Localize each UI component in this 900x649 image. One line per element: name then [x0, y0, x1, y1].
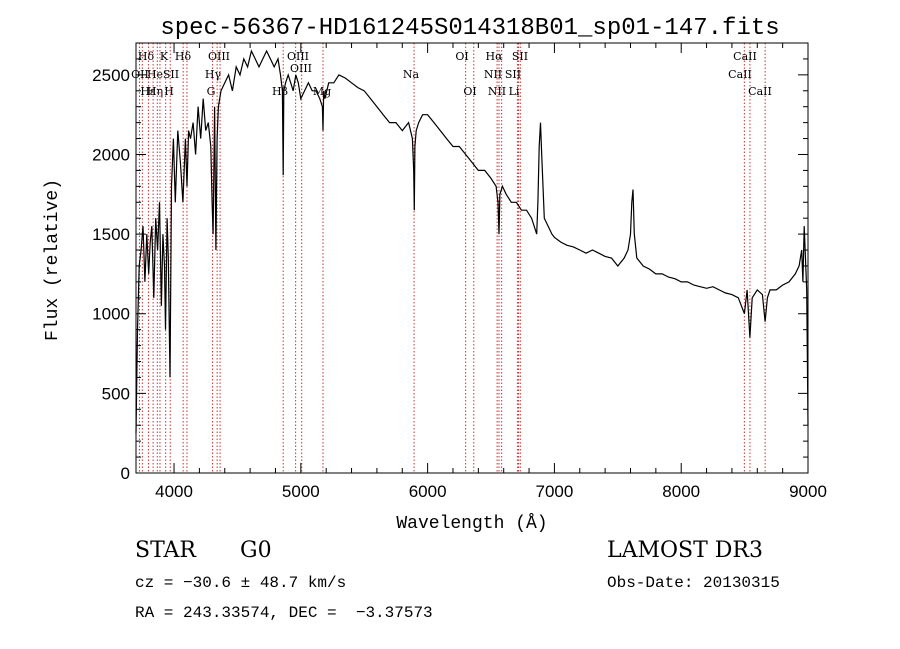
line-id-label: G	[207, 85, 216, 98]
line-id-label: OIII	[287, 50, 309, 63]
line-id-label: H	[164, 85, 174, 98]
line-id-label: CaII	[748, 85, 772, 98]
line-id-label: SII	[512, 50, 528, 63]
x-tick-label: 4000	[155, 482, 193, 501]
spectral-subclass: G0	[240, 538, 272, 563]
y-tick-label: 1000	[92, 305, 130, 324]
line-id-label: SII	[505, 68, 521, 81]
line-id-label: K	[160, 50, 169, 63]
line-id-label: Hβ	[272, 85, 288, 98]
object-class: STAR	[135, 538, 196, 563]
line-id-label: Hδ	[138, 50, 155, 63]
line-id-label: SII	[163, 68, 179, 81]
chart-title: spec-56367-HD161245S014318B01_sp01-147.f…	[160, 15, 779, 42]
line-id-label: Hη	[147, 85, 163, 98]
line-id-label: OIII	[290, 62, 312, 75]
line-id-label: Hδ	[175, 50, 192, 63]
x-tick-label: 8000	[662, 482, 700, 501]
line-id-label: Li	[509, 85, 520, 98]
line-id-label: CaII	[733, 50, 757, 63]
observation-date: Obs-Date: 20130315	[607, 574, 780, 592]
line-id-label: Mg	[313, 85, 331, 98]
y-tick-label: 2000	[92, 145, 130, 164]
line-id-label: NII	[488, 85, 506, 98]
line-id-label: Na	[403, 68, 420, 81]
y-tick-label: 2500	[92, 66, 130, 85]
x-axis-label: Wavelength (Å)	[396, 513, 547, 534]
line-id-label: OI	[455, 50, 468, 63]
line-id-label: NII	[484, 68, 502, 81]
redshift-text: cz = −30.6 ± 48.7 km/s	[135, 574, 347, 592]
x-tick-label: 9000	[789, 482, 827, 501]
line-id-label: He	[147, 68, 163, 81]
line-id-label: CaII	[728, 68, 752, 81]
x-tick-label: 7000	[536, 482, 574, 501]
line-id-label: Hγ	[205, 68, 222, 81]
plot-area: 4000 5000 6000 7000 8000 9000 0 500 1000 1500 2000…	[92, 42, 827, 501]
x-tick-label: 5000	[282, 482, 320, 501]
plot-frame	[135, 42, 809, 474]
coordinates-text: RA = 243.33574, DEC = −3.37573	[135, 604, 433, 622]
line-id-label: Hα	[485, 50, 503, 63]
x-tick-label: 6000	[409, 482, 447, 501]
y-tick-label: 1500	[92, 225, 130, 244]
survey-name: LAMOST DR3	[607, 538, 763, 563]
y-tick-label: 0	[121, 464, 130, 483]
spectrum-line	[135, 49, 809, 434]
y-axis-label: Flux (relative)	[43, 179, 63, 341]
line-id-label: OIII	[208, 50, 230, 63]
y-tick-label: 500	[102, 384, 130, 403]
line-id-label: Hε	[140, 85, 156, 98]
line-id-label: OII	[131, 68, 149, 81]
line-id-label: OI	[463, 85, 476, 98]
